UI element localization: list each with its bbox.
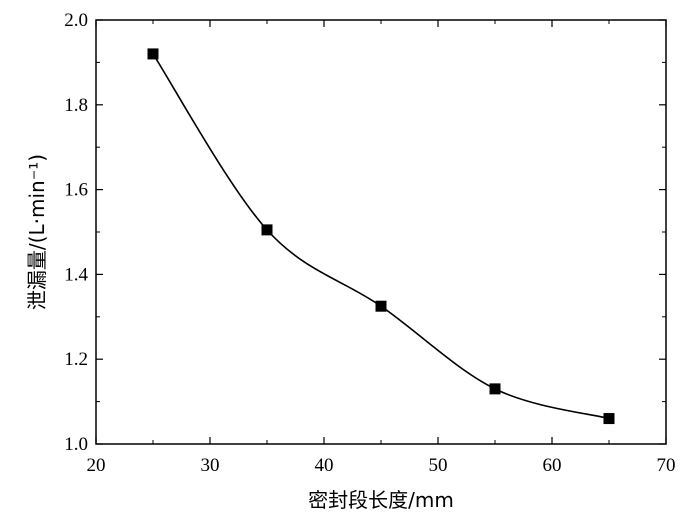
x-tick-label: 70 [657,455,676,476]
y-tick-label: 1.0 [64,434,88,455]
plot-frame [95,19,667,445]
x-tick-label: 50 [429,455,448,476]
y-axis-title: 泄漏量/(L·min⁻¹) [25,154,49,310]
x-axis-ticks: 20 30 40 50 60 70 [87,20,676,476]
x-tick-label: 30 [201,455,220,476]
x-axis-title: 密封段长度/mm [308,488,454,512]
x-tick-label: 40 [315,455,334,476]
data-point-marker [261,224,273,236]
y-tick-label: 1.2 [64,349,88,370]
data-point-marker [147,48,159,60]
x-tick-label: 60 [543,455,562,476]
y-axis-ticks: 1.0 1.2 1.4 1.6 1.8 2.0 [64,10,666,455]
y-tick-label: 1.8 [64,95,88,116]
y-tick-label: 2.0 [64,10,88,31]
y-tick-label: 1.4 [64,264,88,285]
x-tick-label: 20 [87,455,106,476]
data-point-marker [375,300,387,312]
series-layer [147,48,615,425]
y-tick-label: 1.6 [64,180,88,201]
data-point-marker [489,383,501,395]
series-line [152,53,610,420]
data-point-marker [603,413,615,425]
